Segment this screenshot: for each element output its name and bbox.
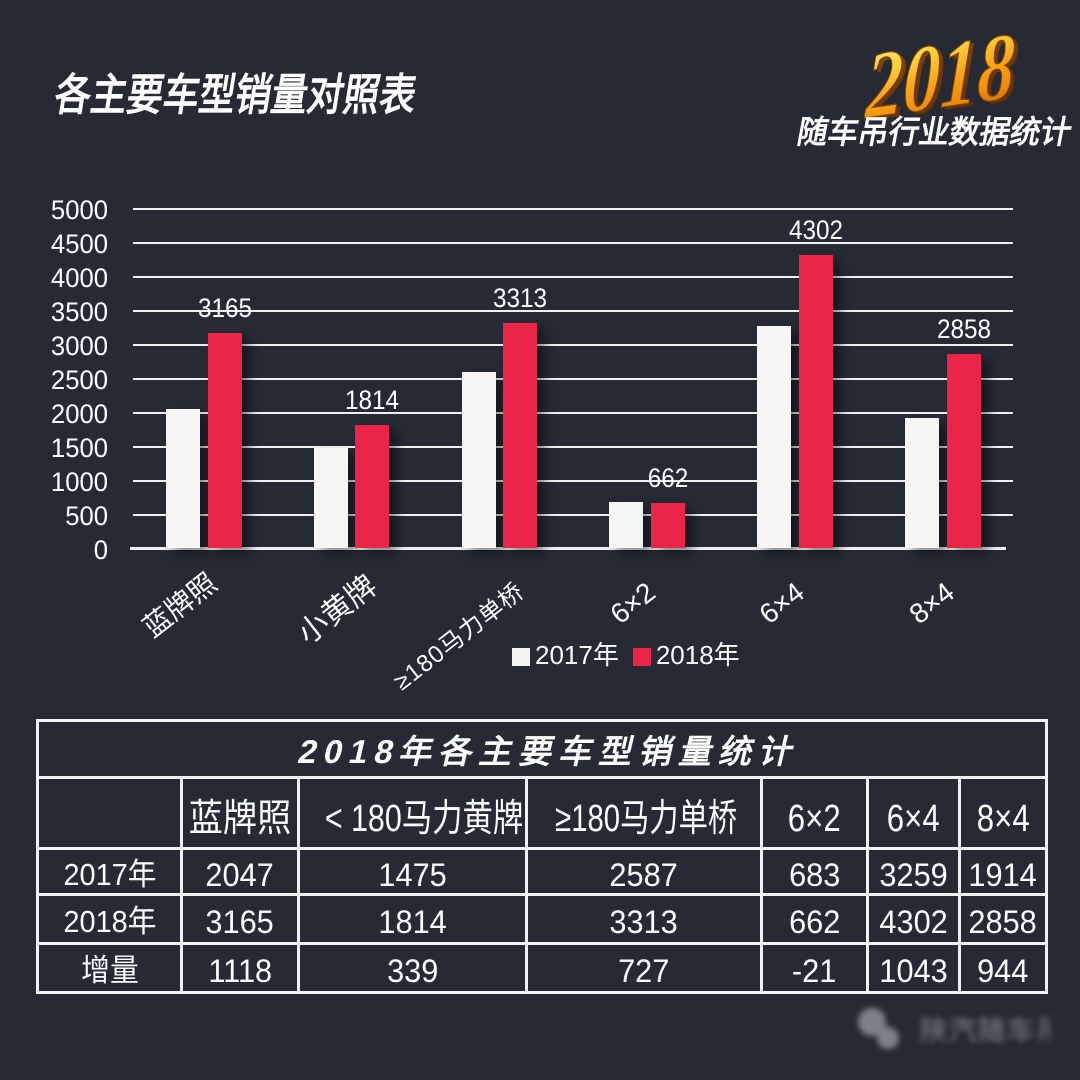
- svg-text:陕汽随车吊: 陕汽随车吊: [920, 1015, 1050, 1046]
- svg-text:2018: 2018: [863, 26, 1017, 139]
- svg-text:2018: 2018: [867, 26, 1021, 142]
